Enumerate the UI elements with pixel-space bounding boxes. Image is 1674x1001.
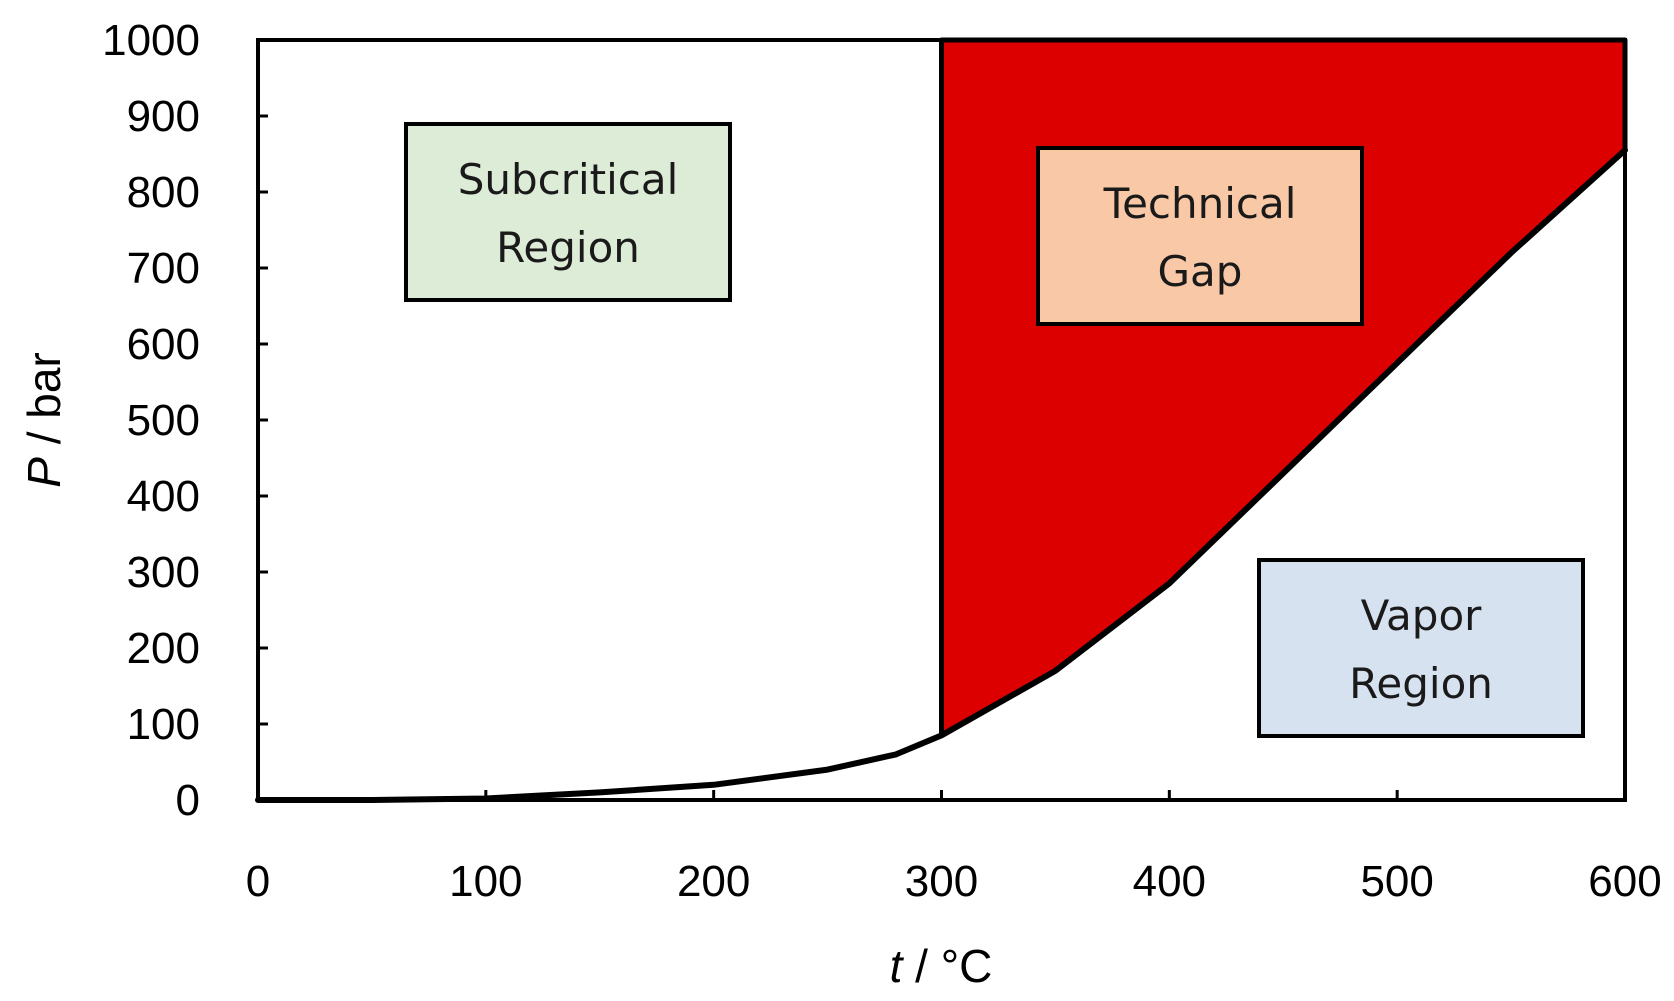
x-tick-label: 400 [1133,857,1206,906]
technical-gap-label-box [1036,146,1364,326]
y-tick-label: 0 [176,776,200,825]
y-tick-label: 500 [127,396,200,445]
boundary-curve [255,147,1628,803]
y-axis-title-var: P [18,457,70,488]
vapor-region-label-line: Vapor [1361,591,1483,640]
vapor-region-label: Vapor Region [1257,558,1585,738]
subcritical-region-label-line: Subcritical [458,155,679,204]
x-tick-label: 600 [1588,857,1661,906]
y-tick-label: 600 [127,320,200,369]
x-axis-title-unit: / °C [902,940,992,992]
y-tick-label: 400 [127,472,200,521]
y-axis-title: P / bar [18,352,70,488]
x-tick-label: 500 [1360,857,1433,906]
y-tick-label: 800 [127,168,200,217]
x-axis-title-var: t [890,940,905,992]
x-axis-title: t / °C [890,940,993,992]
subcritical-region-label: Subcritical Region [404,122,732,302]
technical-gap-label-line: Gap [1158,247,1243,296]
vapor-region-label-box [1257,558,1585,738]
y-tick-label: 1000 [102,16,200,65]
y-tick-label: 300 [127,548,200,597]
x-tick-label: 200 [677,857,750,906]
x-tick-label: 100 [449,857,522,906]
y-tick-label: 100 [127,700,200,749]
x-tick-label: 0 [246,857,270,906]
y-tick-label: 900 [127,92,200,141]
y-tick-label: 200 [127,624,200,673]
technical-gap-label-line: Technical [1103,179,1297,228]
y-axis-title-unit: / bar [18,352,70,457]
x-tick-label: 300 [905,857,978,906]
subcritical-region-label-box [404,122,732,302]
subcritical-region-label-line: Region [496,223,640,272]
y-tick-label: 700 [127,244,200,293]
vapor-region-label-line: Region [1349,659,1493,708]
technical-gap-label: Technical Gap [1036,146,1364,326]
